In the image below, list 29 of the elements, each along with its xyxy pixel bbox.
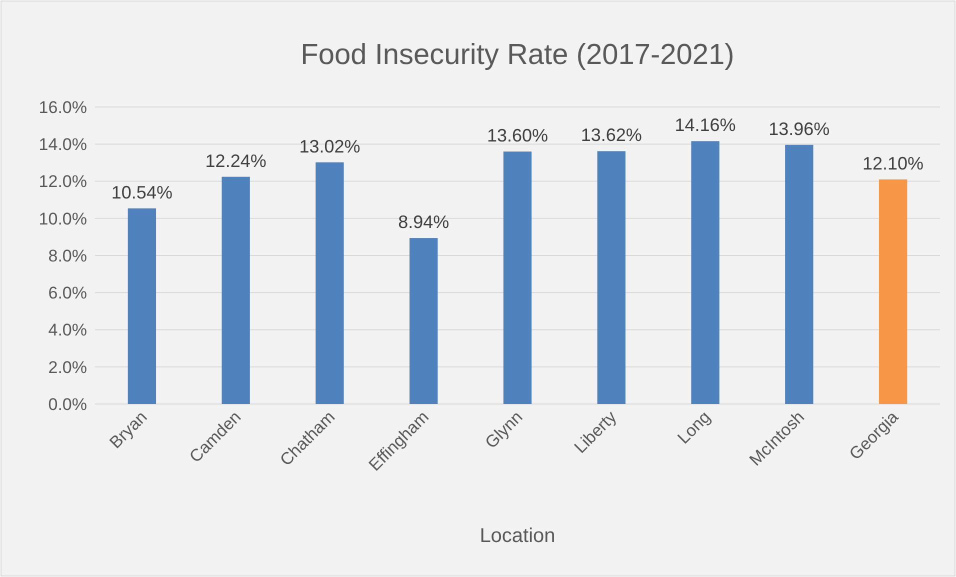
data-label: 10.54%	[111, 182, 172, 202]
y-tick-label: 16.0%	[38, 98, 87, 117]
y-tick-label: 0.0%	[48, 394, 87, 414]
y-tick-label: 10.0%	[38, 209, 87, 228]
chart-title: Food Insecurity Rate (2017-2021)	[300, 39, 734, 71]
data-label: 12.24%	[205, 150, 266, 171]
bar	[597, 151, 626, 404]
bar	[316, 162, 344, 404]
bar	[785, 144, 814, 404]
data-label: 13.02%	[299, 136, 360, 156]
data-label: 8.94%	[398, 212, 450, 232]
bar	[503, 152, 532, 404]
y-tick-label: 2.0%	[48, 358, 87, 377]
bar	[691, 141, 720, 404]
y-tick-label: 12.0%	[38, 172, 87, 192]
y-tick-label: 14.0%	[38, 135, 87, 154]
data-label: 13.60%	[486, 126, 548, 146]
bar	[222, 176, 250, 404]
data-label: 13.96%	[768, 118, 830, 139]
y-tick-label: 8.0%	[48, 246, 87, 266]
bar	[128, 208, 156, 404]
y-tick-label: 6.0%	[48, 284, 87, 303]
bar	[410, 238, 438, 404]
data-label: 13.62%	[580, 125, 642, 146]
bar	[878, 179, 908, 404]
x-axis-title: Location	[480, 525, 556, 547]
y-tick-label: 4.0%	[48, 320, 87, 340]
data-label: 14.16%	[674, 115, 736, 136]
data-label: 12.10%	[862, 153, 924, 174]
